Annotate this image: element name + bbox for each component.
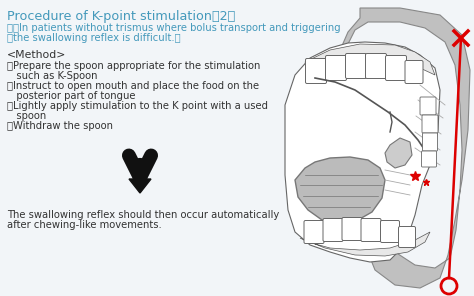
Text: after chewing-like movements.: after chewing-like movements. <box>7 220 162 230</box>
FancyBboxPatch shape <box>304 221 324 244</box>
FancyBboxPatch shape <box>326 56 346 81</box>
FancyBboxPatch shape <box>399 226 416 247</box>
Text: ・Withdraw the spoon: ・Withdraw the spoon <box>7 121 113 131</box>
FancyBboxPatch shape <box>385 56 407 81</box>
FancyBboxPatch shape <box>306 59 327 83</box>
Text: ・Instruct to open mouth and place the food on the: ・Instruct to open mouth and place the fo… <box>7 81 259 91</box>
FancyBboxPatch shape <box>323 218 343 242</box>
FancyBboxPatch shape <box>422 115 438 133</box>
Text: （In patients without trismus where bolus transport and triggering: （In patients without trismus where bolus… <box>7 23 341 33</box>
Polygon shape <box>295 157 385 224</box>
FancyArrow shape <box>129 163 151 193</box>
FancyBboxPatch shape <box>420 97 436 115</box>
FancyBboxPatch shape <box>422 133 438 151</box>
FancyBboxPatch shape <box>381 221 400 242</box>
Polygon shape <box>300 232 430 256</box>
FancyBboxPatch shape <box>361 218 381 242</box>
Text: ・Lightly apply stimulation to the K point with a used: ・Lightly apply stimulation to the K poin… <box>7 101 268 111</box>
Polygon shape <box>385 138 412 168</box>
FancyBboxPatch shape <box>346 54 366 78</box>
Polygon shape <box>305 44 435 75</box>
FancyBboxPatch shape <box>365 54 386 78</box>
FancyBboxPatch shape <box>342 218 362 241</box>
Text: spoon: spoon <box>7 111 46 121</box>
Text: the swallowing reflex is difficult.）: the swallowing reflex is difficult.） <box>7 33 181 43</box>
Text: such as K-Spoon: such as K-Spoon <box>7 71 98 81</box>
Text: <Method>: <Method> <box>7 50 66 60</box>
Polygon shape <box>285 42 440 262</box>
FancyBboxPatch shape <box>405 60 423 83</box>
Text: ・Prepare the spoon appropriate for the stimulation: ・Prepare the spoon appropriate for the s… <box>7 61 260 71</box>
Text: The swallowing reflex should then occur automatically: The swallowing reflex should then occur … <box>7 210 279 220</box>
FancyBboxPatch shape <box>421 151 437 167</box>
Text: Procedure of K-point stimulation（2）: Procedure of K-point stimulation（2） <box>7 10 235 23</box>
Polygon shape <box>338 8 470 288</box>
Text: posterior part of tongue: posterior part of tongue <box>7 91 136 101</box>
